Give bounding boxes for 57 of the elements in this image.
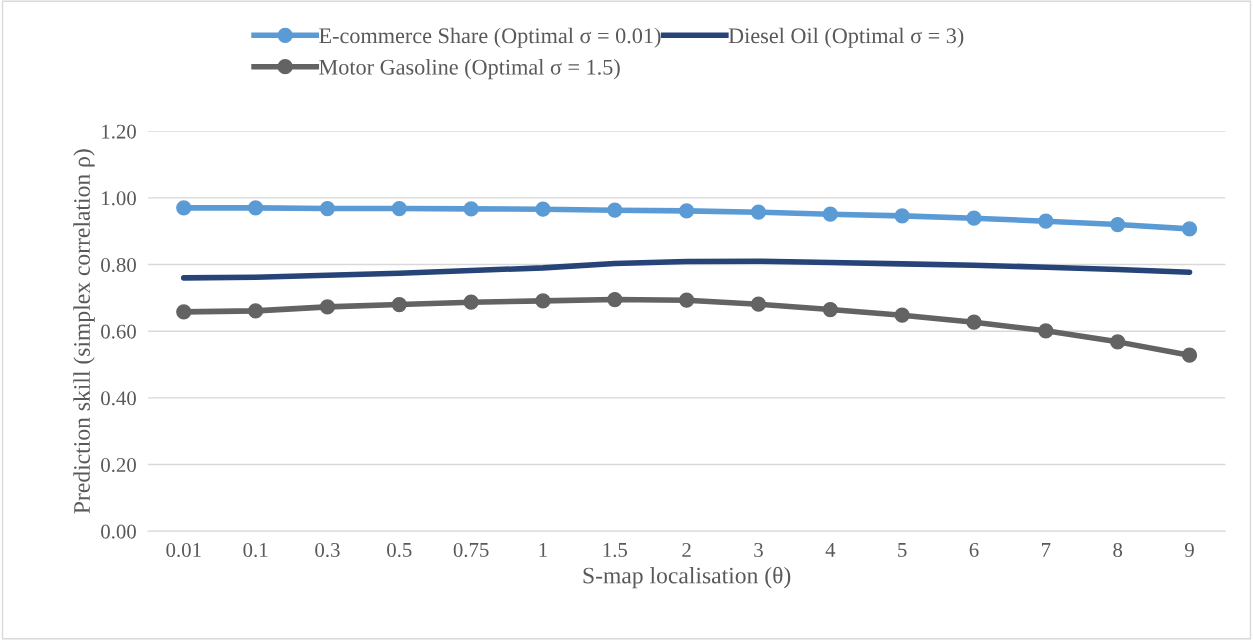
point [176, 200, 192, 216]
x-tick-label: 0.1 [243, 542, 268, 558]
y-tick-label: 0.40 [101, 391, 136, 406]
point [176, 304, 192, 320]
point [750, 204, 767, 220]
point [1110, 334, 1126, 350]
point [463, 294, 479, 310]
point [966, 210, 982, 226]
x-tick-label: 1.5 [603, 543, 628, 558]
point [391, 296, 407, 313]
point [966, 314, 982, 330]
point [463, 201, 479, 217]
point [894, 307, 910, 323]
point [607, 291, 623, 308]
point [1181, 221, 1198, 237]
x-tick-label: 5 [898, 543, 907, 557]
point [535, 293, 551, 309]
y-tick-label: 0.00 [101, 524, 136, 539]
point [1181, 347, 1198, 363]
x-tick-label: 3 [754, 542, 763, 557]
point [247, 200, 264, 216]
point [1110, 216, 1126, 233]
y-tick-label: 1.20 [102, 124, 136, 139]
x-axis-title: S-map localisation (θ) [583, 566, 791, 589]
x-tick-label: 9 [1184, 542, 1194, 557]
y-tick-label: 0.60 [101, 324, 136, 339]
legend-label: Diesel Oil (Optimal σ = 3) [728, 27, 964, 48]
y-tick-label: 0.20 [101, 457, 136, 473]
point [822, 206, 838, 222]
point [607, 202, 623, 218]
legend-label: Motor Gasoline (Optimal σ = 1.5) [319, 59, 620, 80]
point [679, 292, 695, 308]
x-tick-label: 0.75 [453, 542, 489, 558]
point [319, 299, 336, 315]
x-tick-label: 4 [825, 543, 836, 557]
point [750, 296, 767, 312]
point [1038, 323, 1054, 339]
point [535, 201, 551, 217]
point [1038, 213, 1054, 229]
x-tick-label: 0.3 [315, 542, 340, 558]
point [247, 303, 264, 319]
x-tick-label: 1 [539, 543, 547, 557]
x-tick-label: 2 [682, 542, 691, 557]
x-tick-label: 7 [1042, 543, 1051, 557]
x-tick-label: 8 [1113, 542, 1123, 557]
point [319, 200, 336, 217]
y-tick-label: 0.80 [101, 257, 136, 273]
y-axis-title: Prediction skill (simplex correlation ρ) [73, 149, 95, 514]
x-tick-label: 0.01 [166, 542, 201, 558]
y-tick-label: 1.00 [102, 191, 136, 206]
point [822, 301, 838, 318]
x-tick-label: 0.5 [387, 542, 412, 558]
x-tick-label: 6 [969, 542, 979, 557]
point [894, 208, 910, 224]
point [391, 200, 407, 217]
legend-label: E-commerce Share (Optimal σ = 0.01) [319, 27, 661, 48]
point [679, 203, 695, 219]
